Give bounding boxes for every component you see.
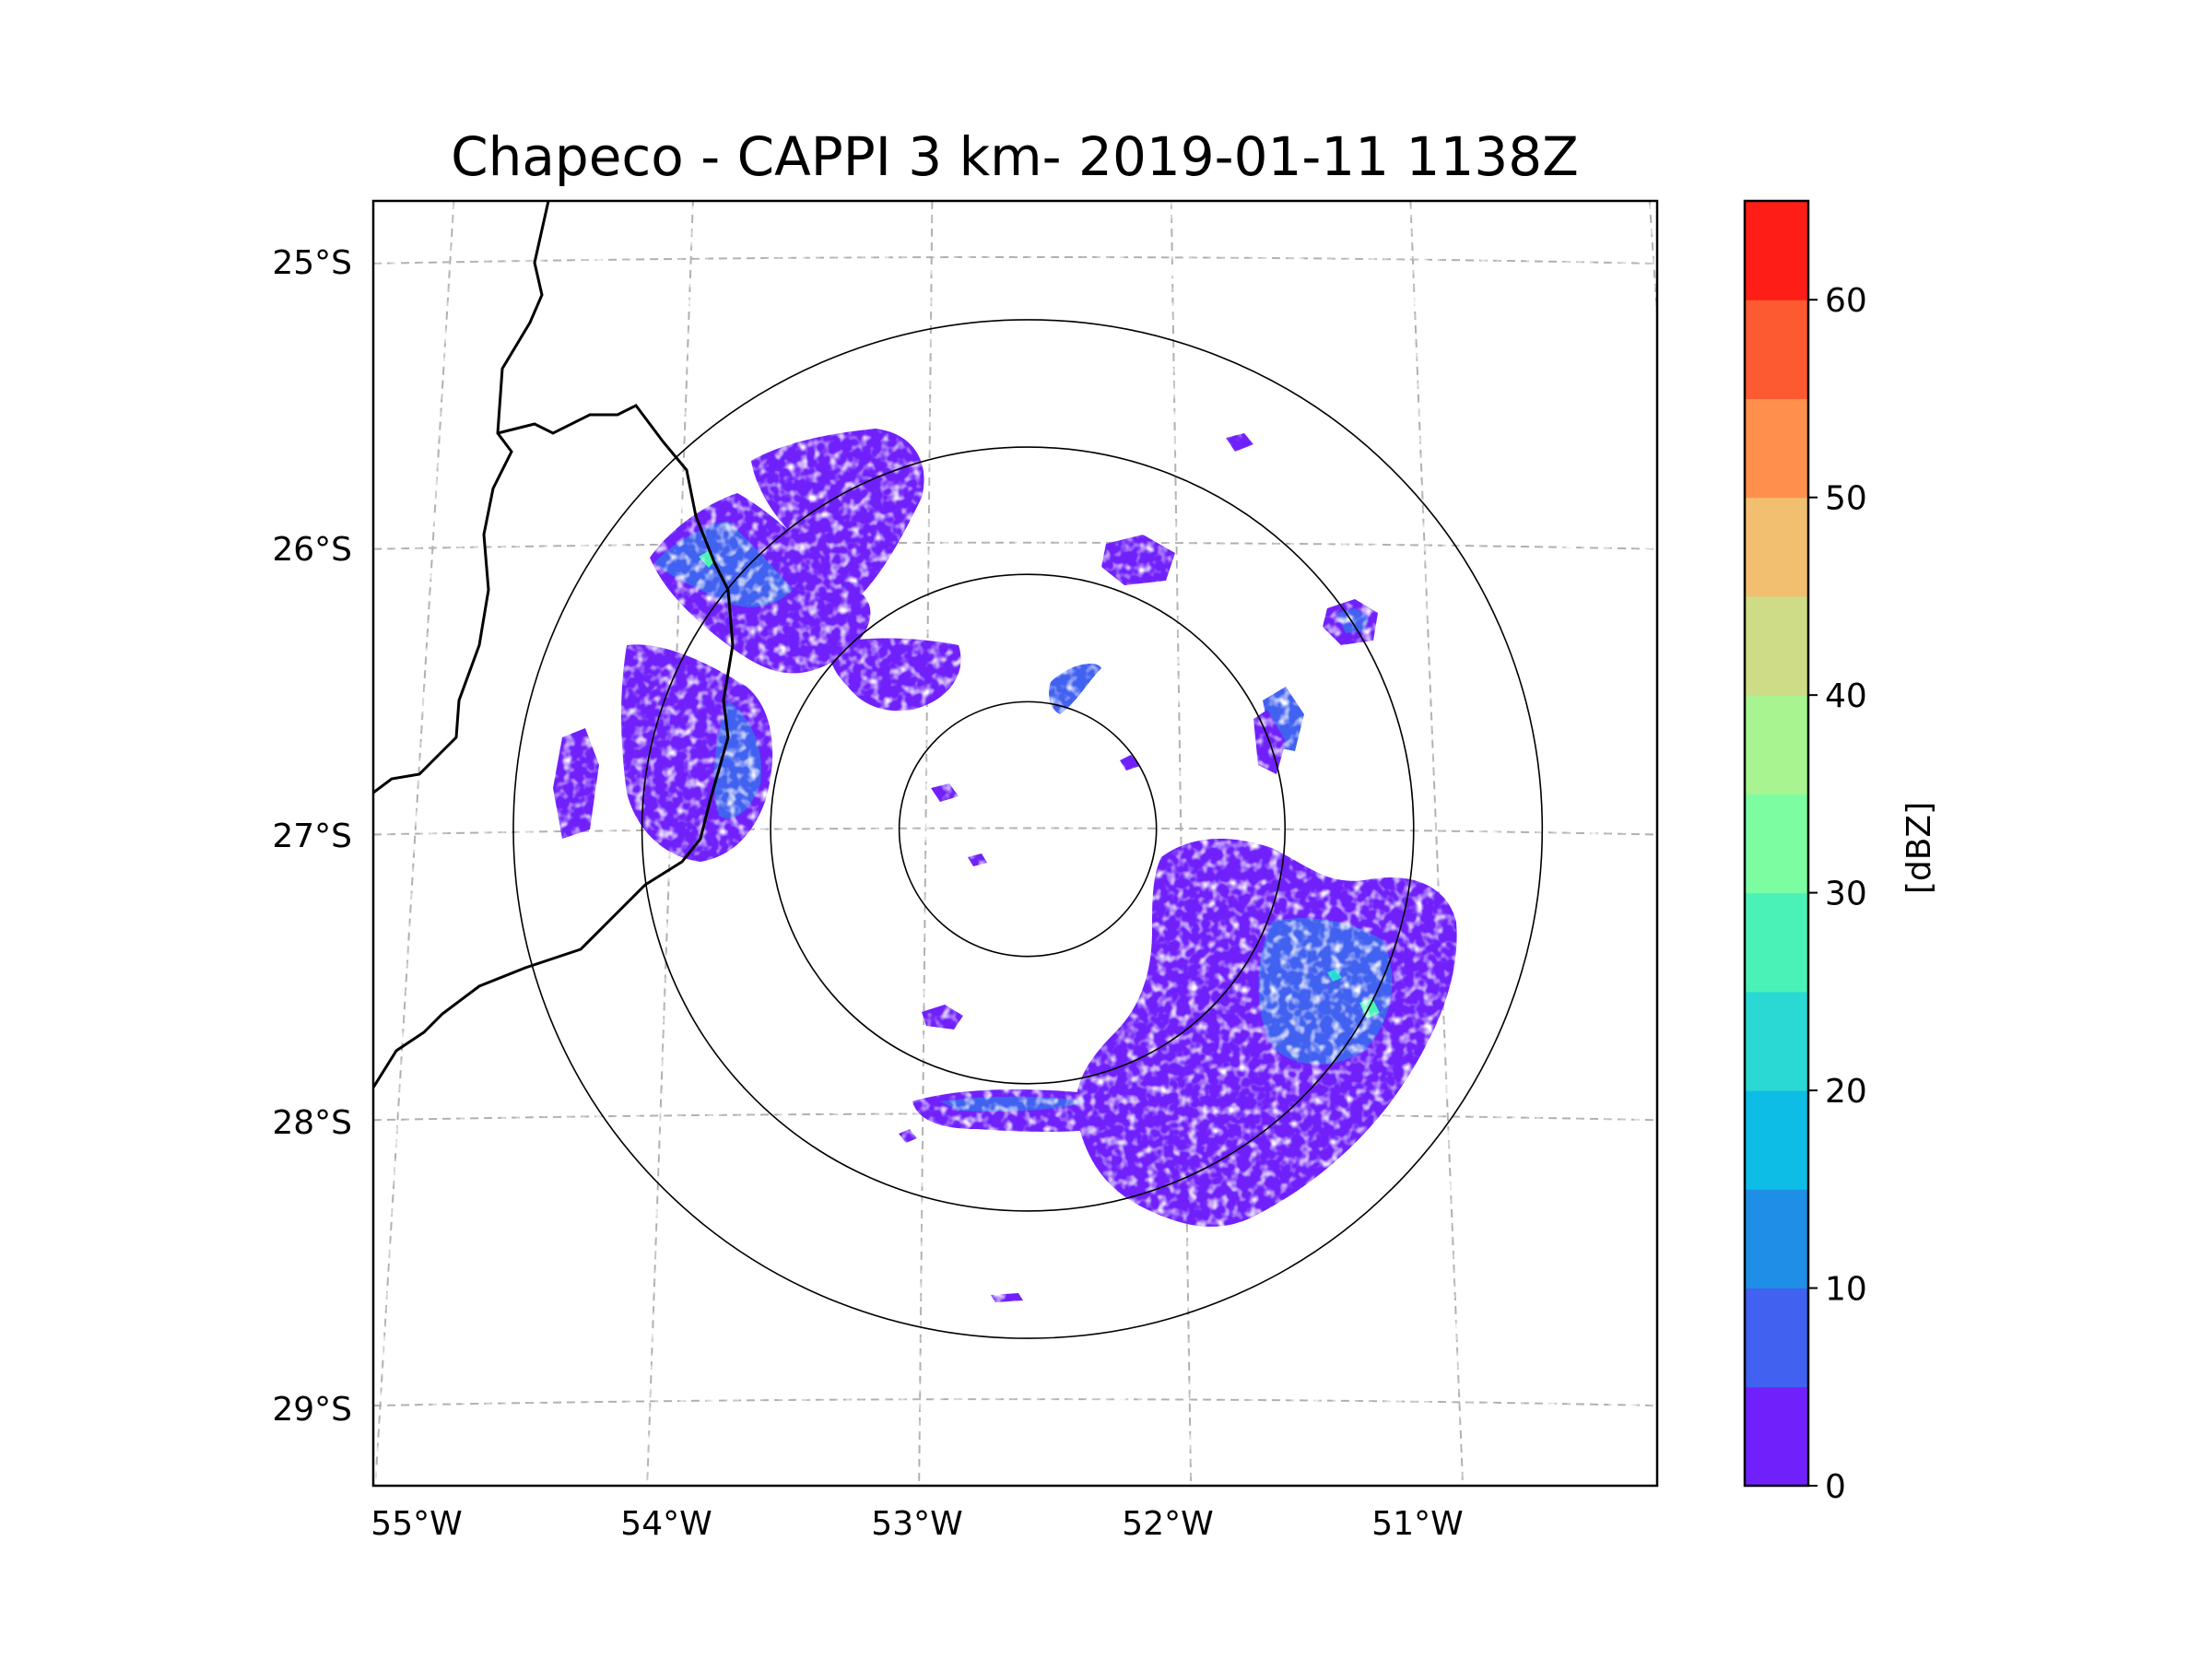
echo-texture: [373, 201, 1657, 1486]
x-tick-label: 53°W: [871, 1505, 962, 1543]
y-tick-label: 28°S: [272, 1104, 352, 1142]
y-tick-label: 26°S: [272, 531, 352, 569]
range-ring: [770, 573, 1287, 1085]
colorbar-segment: [1745, 201, 1808, 300]
colorbar-segment: [1745, 794, 1808, 894]
range-ring: [512, 319, 1544, 1339]
range-ring: [641, 446, 1415, 1212]
colorbar-segment: [1745, 1189, 1808, 1289]
political-borders: [373, 201, 735, 1088]
colorbar-segment: [1745, 1090, 1808, 1190]
x-tick-label: 55°W: [371, 1505, 462, 1543]
colorbar-segment: [1745, 892, 1808, 993]
y-tick-label: 27°S: [272, 818, 352, 855]
y-tick-label: 25°S: [272, 244, 352, 282]
x-axis-ticks: 55°W 54°W 53°W 52°W 51°W: [371, 1505, 1463, 1543]
meridian-line: [1648, 201, 1657, 329]
colorbar-tick-label: 60: [1825, 282, 1867, 320]
colorbar-tick-label: 10: [1825, 1271, 1867, 1309]
y-tick-label: 29°S: [272, 1391, 352, 1429]
colorbar-segment: [1745, 497, 1808, 597]
colorbar-segment: [1745, 300, 1808, 399]
colorbar-segment: [1745, 1288, 1808, 1388]
y-axis-ticks: 25°S 26°S 27°S 28°S 29°S: [272, 244, 352, 1429]
colorbar-tick-label: 20: [1825, 1073, 1867, 1111]
colorbar-tick-label: 30: [1825, 876, 1867, 913]
colorbar-segment: [1745, 695, 1808, 794]
x-tick-label: 52°W: [1122, 1505, 1213, 1543]
colorbar: [1743, 199, 1810, 1488]
colorbar-segment: [1745, 595, 1808, 696]
x-tick-label: 51°W: [1371, 1505, 1463, 1543]
colorbar-tick-label: 50: [1825, 480, 1867, 518]
colorbar-segment: [1745, 398, 1808, 499]
colorbar-segment: [1745, 991, 1808, 1091]
border-brazil-argentina-north: [373, 201, 550, 794]
colorbar-label: [dBZ]: [1900, 802, 1938, 894]
colorbar-segment: [1745, 1386, 1808, 1487]
colorbar-ticks: 0 10 20 30 40 50 60: [1808, 282, 1867, 1506]
map-frame: [371, 199, 1659, 1488]
colorbar-frame: [1743, 199, 1810, 1488]
colorbar-tick-label: 40: [1825, 677, 1867, 715]
chart-title: Chapeco - CAPPI 3 km- 2019-01-11 1138Z: [451, 125, 1579, 188]
border-parana-santa-catarina: [373, 404, 735, 1088]
colorbar-tick-label: 0: [1825, 1468, 1846, 1506]
range-rings: [512, 319, 1544, 1339]
x-tick-label: 54°W: [620, 1505, 712, 1543]
range-ring: [898, 700, 1158, 958]
